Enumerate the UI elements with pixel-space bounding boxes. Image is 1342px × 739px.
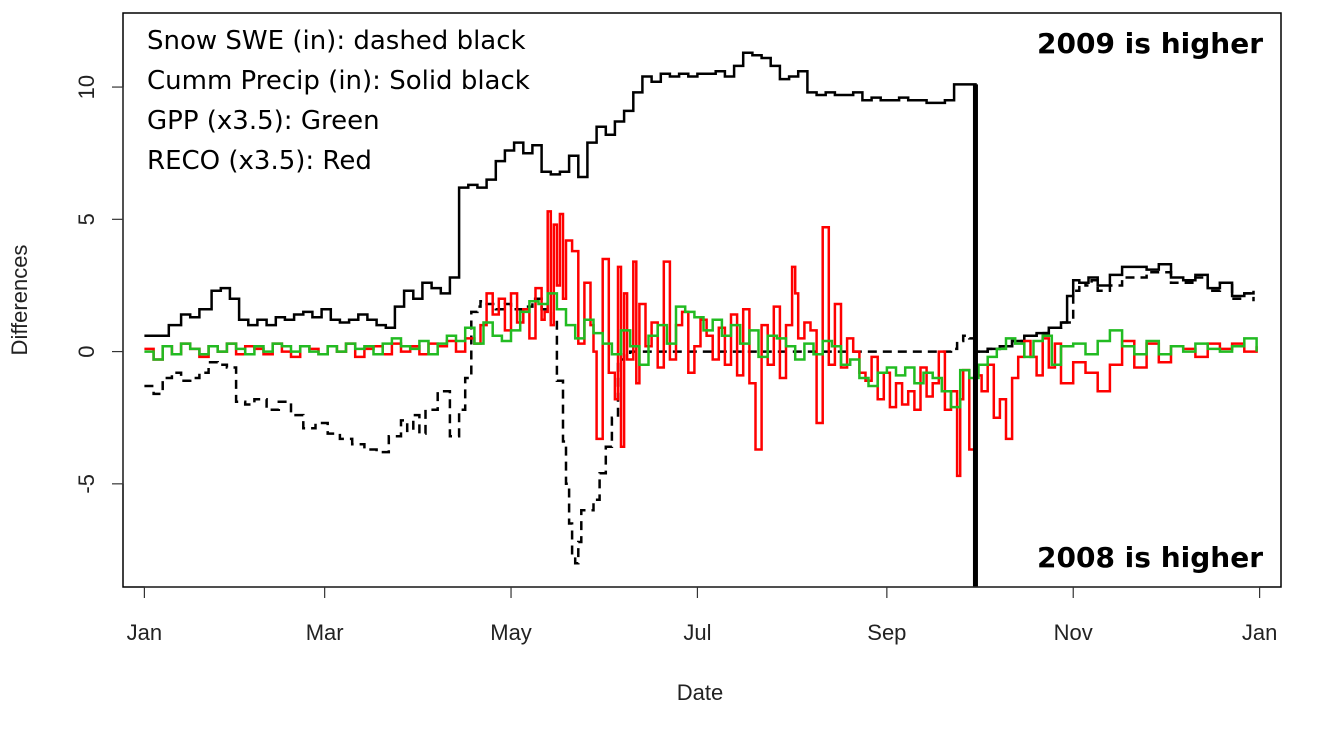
axis-layer: Jan Mar May Jul Sep Nov Jan -5 0 5 10 [74,75,1277,645]
series-cumm-precip-in-after-restart [975,263,1255,353]
series-cumm-precip-in [144,51,977,587]
y-tick-label: 0 [74,345,99,357]
series-snow-swe-in [144,270,1255,565]
series-layer [144,51,1258,587]
legend-item-gpp: GPP (x3.5): Green [147,106,380,136]
x-tick-label: Jul [683,620,711,645]
series-gpp-x3-5 [144,292,1258,409]
y-tick-label: 10 [74,75,99,99]
series-reco-x3-5 [144,210,1258,478]
x-tick-label: Mar [306,620,344,645]
x-axis-label: Date [677,680,723,705]
annotation-2009-higher: 2009 is higher [1037,27,1263,60]
legend-item-cumm-precip: Cumm Precip (in): Solid black [147,66,530,96]
x-tick-label: Sep [867,620,906,645]
x-tick-label: Nov [1054,620,1093,645]
legend-item-snow-swe: Snow SWE (in): dashed black [147,26,526,56]
legend: Snow SWE (in): dashed black Cumm Precip … [147,26,530,176]
annotation-2008-higher: 2008 is higher [1037,541,1263,574]
legend-item-reco: RECO (x3.5): Red [147,146,372,176]
y-tick-label: -5 [74,474,99,494]
x-tick-label: Jan [127,620,162,645]
plot-frame [122,12,1282,588]
y-tick-label: 5 [74,213,99,225]
x-tick-label: May [490,620,532,645]
x-tick-label: Jan [1242,620,1277,645]
y-axis-label: Differences [7,245,32,356]
